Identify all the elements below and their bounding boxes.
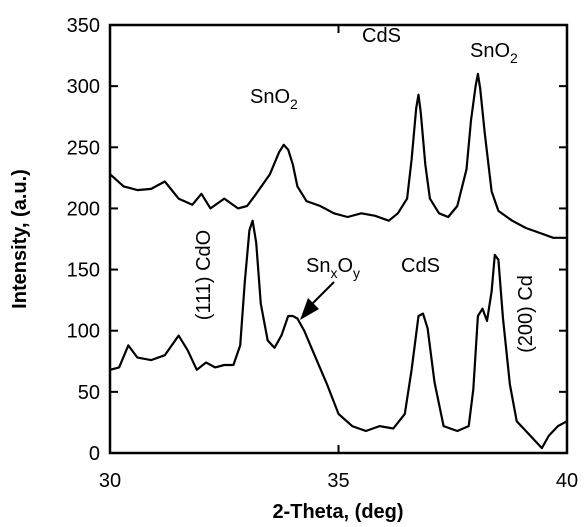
annotation-200-cd: (200) Cd	[515, 275, 537, 353]
annotation-sno2-right: SnO2	[470, 40, 518, 66]
x-tick-labels: 30 35 40	[99, 470, 578, 492]
series-group	[109, 72, 568, 450]
annotation-cds-bottom: CdS	[401, 255, 440, 277]
y-axis-title: Intensity, (a.u.)	[9, 169, 31, 309]
y-tick-label: 50	[78, 382, 100, 404]
y-tick-label: 300	[67, 76, 100, 98]
annotation-subscript: x	[330, 265, 337, 281]
annotation-subscript: 2	[290, 96, 298, 112]
x-tick-label: 30	[99, 470, 121, 492]
annotation-text: SnO	[470, 40, 510, 62]
series-line-1	[109, 72, 567, 239]
annotation-snxoy: SnxOy	[306, 255, 360, 281]
y-tick-labels: 0 50 100 150 200 250 300 350	[67, 15, 100, 465]
annotation-subscript: y	[353, 265, 360, 281]
y-tick-label: 0	[89, 443, 100, 465]
x-tick-label: 40	[556, 470, 578, 492]
arrow-head-icon	[300, 298, 319, 320]
y-tick-label: 200	[67, 198, 100, 220]
series-line-2	[109, 219, 568, 450]
annotation-111-cdo: (111) CdO	[193, 230, 215, 320]
y-tick-label: 100	[67, 321, 100, 343]
annotation-text: Sn	[306, 255, 330, 277]
annotation-subscript: 2	[510, 50, 518, 66]
x-axis-title: 2-Theta, (deg)	[272, 501, 403, 523]
y-tick-label: 350	[67, 15, 100, 37]
y-tick-label: 250	[67, 137, 100, 159]
plot-frame	[108, 23, 569, 455]
annotation-arrow	[310, 281, 335, 306]
annotation-text: SnO	[250, 86, 290, 108]
y-tick-label: 150	[67, 260, 100, 282]
annotation-sno2-left: SnO2	[250, 86, 298, 112]
annotation-text: O	[337, 255, 353, 277]
x-tick-label: 35	[327, 470, 349, 492]
annotation-cds-top: CdS	[362, 25, 401, 47]
